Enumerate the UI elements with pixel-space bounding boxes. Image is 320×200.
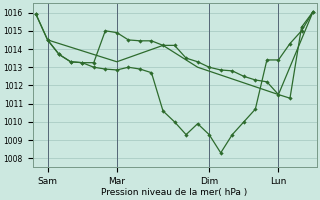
X-axis label: Pression niveau de la mer( hPa ): Pression niveau de la mer( hPa ) xyxy=(101,188,248,197)
